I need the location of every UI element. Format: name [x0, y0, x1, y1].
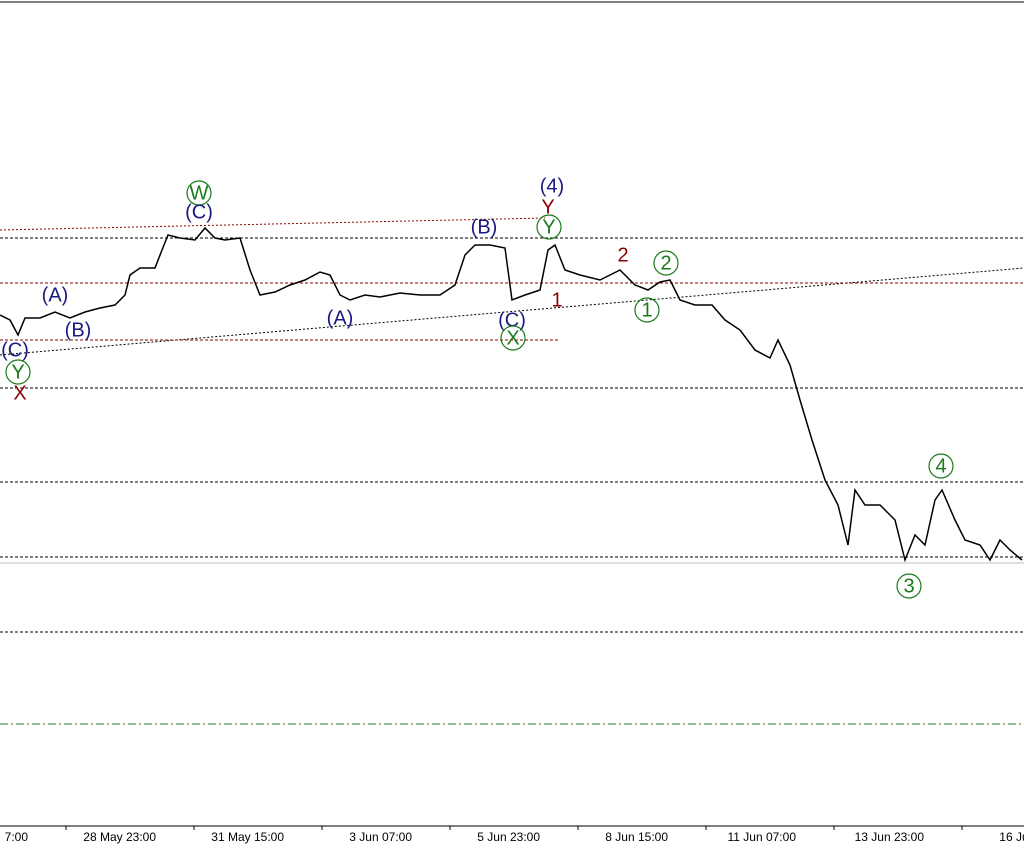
- wave-label: Y: [11, 361, 24, 383]
- x-tick-label: 5 Jun 23:00: [477, 830, 540, 844]
- annotation-circle: [5, 359, 31, 385]
- x-tick-label: 11 Jun 07:00: [727, 830, 796, 844]
- x-tick-label: 3 Jun 07:00: [349, 830, 412, 844]
- wave-label: W: [190, 182, 209, 204]
- wave-label: X: [13, 382, 26, 404]
- wave-label: (C): [185, 201, 213, 223]
- wave-label: (4): [540, 175, 564, 197]
- x-tick-label: 7:00: [5, 830, 29, 844]
- x-tick-label: 13 Jun 23:00: [855, 830, 925, 844]
- annotation-circle: [653, 250, 679, 276]
- annotation-circle: [536, 214, 562, 240]
- x-tick-label: 16 Jun 15: [999, 830, 1024, 844]
- wave-label: 4: [935, 455, 946, 477]
- wave-label: (C): [498, 309, 526, 331]
- channel-line: [0, 217, 546, 231]
- x-tick-label: 31 May 15:00: [211, 830, 284, 844]
- trend-line: [0, 267, 1024, 356]
- x-tick-label: 28 May 23:00: [83, 830, 156, 844]
- wave-label: 2: [617, 244, 628, 266]
- annotation-circle: [928, 453, 954, 479]
- wave-label: 2: [660, 252, 671, 274]
- wave-label: (C): [1, 339, 29, 361]
- wave-label: 1: [641, 299, 652, 321]
- price-line: [0, 226, 1023, 563]
- annotation-circle: [500, 325, 526, 351]
- wave-label: (A): [42, 284, 69, 306]
- annotation-circle: [186, 180, 212, 206]
- wave-label: (A): [327, 307, 354, 329]
- annotation-circle: [896, 573, 922, 599]
- wave-label: (B): [65, 319, 92, 341]
- wave-label: (B): [471, 216, 498, 238]
- x-tick-label: 8 Jun 15:00: [605, 830, 668, 844]
- wave-label: Y: [541, 196, 554, 218]
- wave-label: 1: [551, 289, 562, 311]
- annotation-circle: [634, 297, 660, 323]
- wave-label: 3: [903, 575, 914, 597]
- wave-label: X: [506, 327, 519, 349]
- wave-label: Y: [542, 216, 555, 238]
